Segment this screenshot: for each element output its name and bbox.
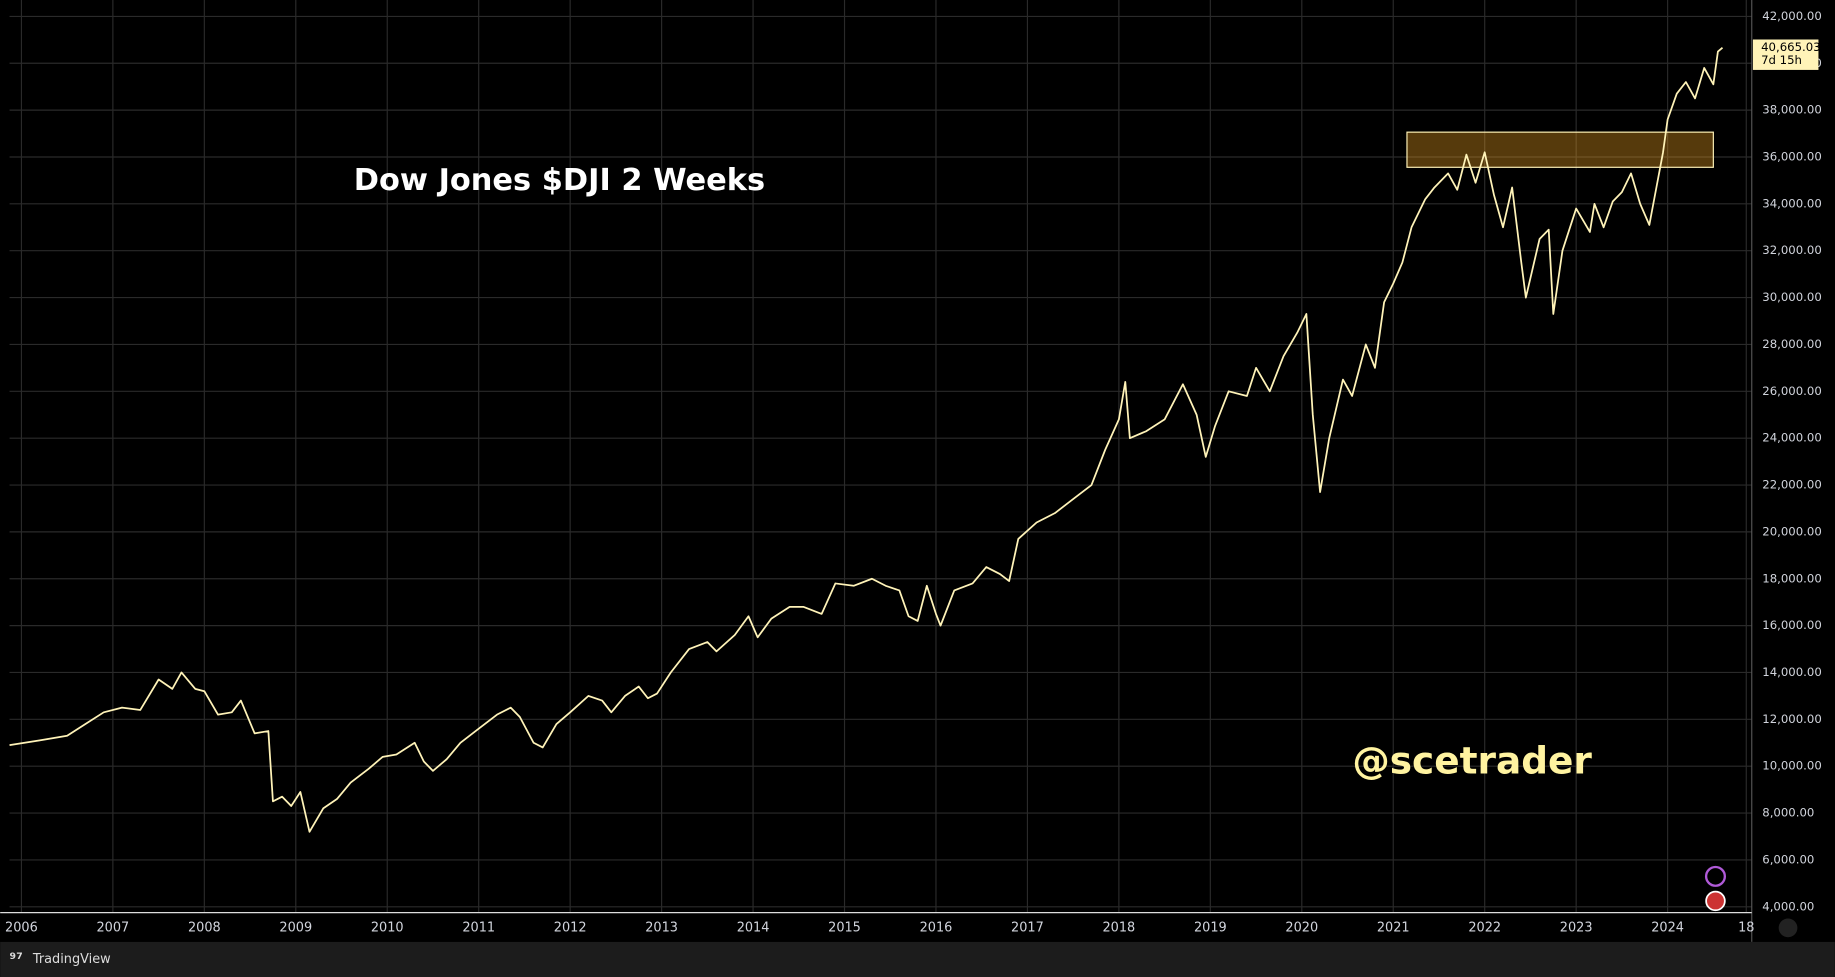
- x-tick-label: 2018: [1103, 920, 1136, 935]
- y-tick-label: 30,000.00: [1762, 290, 1821, 304]
- y-tick-label: 10,000.00: [1762, 759, 1821, 773]
- x-tick-label: 2022: [1468, 920, 1501, 935]
- y-tick-label: 42,000.00: [1762, 9, 1821, 23]
- x-tick-label: 2023: [1560, 920, 1593, 935]
- x-tick-label: 2021: [1377, 920, 1410, 935]
- x-tick-label: 2017: [1011, 920, 1044, 935]
- x-tick-label: 2006: [5, 920, 38, 935]
- auto-scale-button[interactable]: [1778, 918, 1798, 938]
- zone: [1406, 131, 1714, 168]
- x-tick-label: 2016: [920, 920, 953, 935]
- zones: [1406, 131, 1714, 168]
- x-tick-label: 18: [1738, 920, 1754, 935]
- brand-logo: ⁹⁷: [10, 950, 23, 968]
- x-tick-label: 2020: [1285, 920, 1318, 935]
- watermark: @scetrader: [1352, 738, 1592, 782]
- y-tick-label: 20,000.00: [1762, 524, 1821, 538]
- x-tick-label: 2007: [97, 920, 130, 935]
- x-tick-label: 2012: [554, 920, 587, 935]
- y-tick-label: 12,000.00: [1762, 712, 1821, 726]
- y-tick-label: 4,000.00: [1762, 899, 1814, 913]
- y-tick-label: 28,000.00: [1762, 337, 1821, 351]
- x-tick-label: 2008: [188, 920, 221, 935]
- brand: TradingView: [32, 952, 111, 967]
- y-tick-label: 32,000.00: [1762, 243, 1821, 257]
- plot: [9, 47, 1724, 833]
- x-tick-label: 2014: [737, 920, 770, 935]
- price-tag-label: 40,665.03: [1761, 40, 1820, 54]
- x-tick-label: 2011: [462, 920, 495, 935]
- icon[interactable]: [1704, 865, 1727, 887]
- x-tick-label: 2015: [828, 920, 861, 935]
- x-tick-label: 2024: [1651, 920, 1684, 935]
- y-tick-label: 14,000.00: [1762, 665, 1821, 679]
- y-tick-label: 34,000.00: [1762, 196, 1821, 210]
- y-tick-label: 24,000.00: [1762, 431, 1821, 445]
- y-tick-label: 26,000.00: [1762, 384, 1821, 398]
- price-line: [9, 47, 1724, 833]
- y-tick-label: 22,000.00: [1762, 478, 1821, 492]
- grid: [9, 0, 1752, 913]
- y-tick-label: 36,000.00: [1762, 149, 1821, 163]
- price-tag: [1752, 39, 1819, 70]
- x-tick-label: 2009: [279, 920, 312, 935]
- icon[interactable]: [1705, 890, 1726, 912]
- y-tick-label: 8,000.00: [1762, 806, 1814, 820]
- x-tick-label: 2019: [1194, 920, 1227, 935]
- x-tick-label: 2013: [645, 920, 678, 935]
- chart-title: Dow Jones $DJI 2 Weeks: [354, 163, 765, 198]
- y-tick-label: 16,000.00: [1762, 618, 1821, 632]
- footer: [0, 941, 1835, 977]
- countdown-label: 7d 15h: [1761, 53, 1802, 67]
- y-tick-label: 18,000.00: [1762, 571, 1821, 585]
- x-tick-label: 2010: [371, 920, 404, 935]
- axes: 4,000.00 6,000.00 8,000.00 10,000.00 12,000.…: [5, 9, 1822, 935]
- y-tick-label: 38,000.00: [1762, 103, 1821, 117]
- y-tick-label: 6,000.00: [1762, 852, 1814, 866]
